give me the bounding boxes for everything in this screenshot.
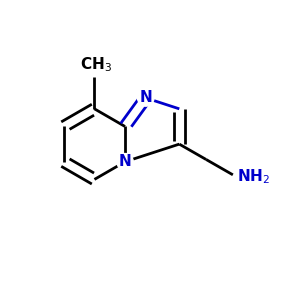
Text: N: N [140, 90, 152, 105]
Circle shape [117, 154, 133, 170]
Text: N: N [118, 154, 131, 169]
Text: NH$_2$: NH$_2$ [237, 167, 270, 186]
Circle shape [137, 90, 154, 106]
Text: CH$_3$: CH$_3$ [80, 55, 112, 74]
